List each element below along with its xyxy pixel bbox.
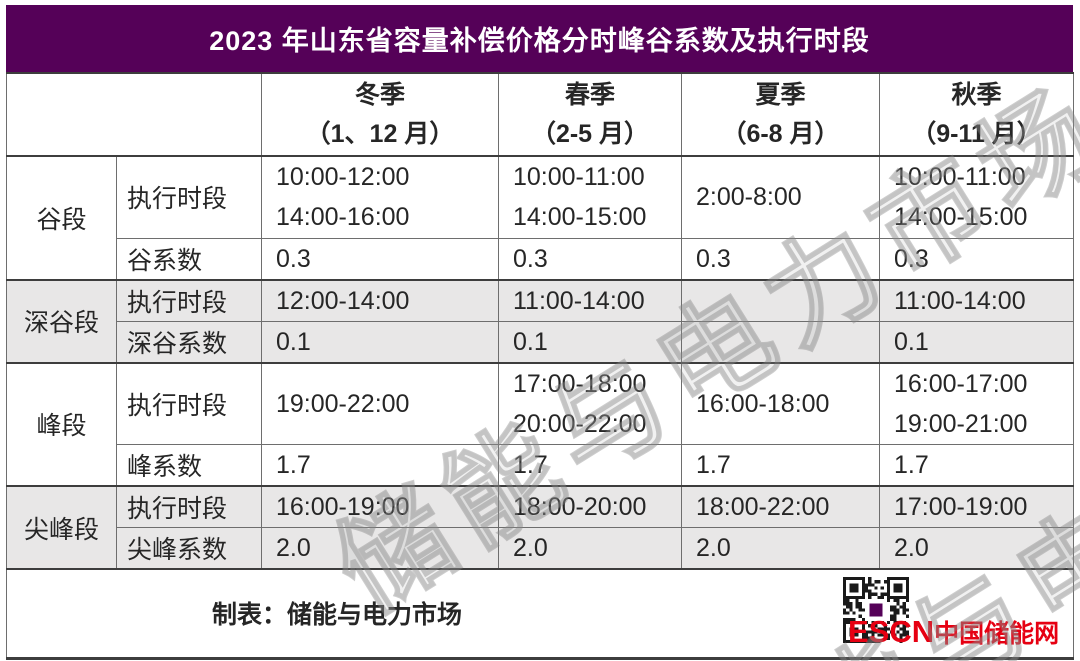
row-label-cell: 执行时段 xyxy=(116,155,262,239)
value-cell: 2:00-8:00 xyxy=(681,155,880,239)
value-cell: 12:00-14:00 xyxy=(261,278,499,322)
value-cell: 10:00-11:00 14:00-15:00 xyxy=(498,155,682,239)
escn-logo: ESCN中国储能网 xyxy=(843,575,1059,651)
page-title: 2023 年山东省容量补偿价格分时峰谷系数及执行时段 xyxy=(209,26,870,56)
group-label-cell: 尖峰段 xyxy=(6,485,117,570)
value-cell: 16:00-19:00 xyxy=(261,485,499,528)
value-cell: 1.7 xyxy=(498,444,682,487)
credit-text: 制表：储能与电力市场 xyxy=(212,601,463,630)
value-cell: 1.7 xyxy=(261,444,499,487)
value-cell: 0.3 xyxy=(498,237,682,280)
season-header-cell: 春季 （2-5 月） xyxy=(498,72,682,157)
value-cell xyxy=(681,320,880,363)
group-label-cell: 谷段 xyxy=(6,155,117,280)
value-cell: 0.1 xyxy=(261,320,499,363)
row-label-cell: 峰系数 xyxy=(116,444,262,487)
value-cell: 2.0 xyxy=(498,527,682,570)
tou-table: 冬季 （1、12 月） 春季 （2-5 月） 夏季 （6-8 月） 秋季 （9-11 月） 谷… xyxy=(6,72,1074,660)
value-cell: 0.1 xyxy=(879,320,1074,363)
row-label-cell: 执行时段 xyxy=(116,485,262,528)
row-label-cell: 执行时段 xyxy=(116,278,262,322)
season-header-cell: 秋季 （9-11 月） xyxy=(879,72,1074,157)
value-cell: 16:00-17:00 19:00-21:00 xyxy=(879,361,1074,445)
season-header-cell: 冬季 （1、12 月） xyxy=(261,72,499,157)
value-cell: 18:00-20:00 xyxy=(498,485,682,528)
title-bar: 2023 年山东省容量补偿价格分时峰谷系数及执行时段 xyxy=(6,5,1073,72)
value-cell: 2.0 xyxy=(681,527,880,570)
season-header-cell: 夏季 （6-8 月） xyxy=(681,72,880,157)
value-cell: 19:00-22:00 xyxy=(261,361,499,445)
value-cell: 16:00-18:00 xyxy=(681,361,880,445)
footer-row: 制表：储能与电力市场 ESCN中国储能网 xyxy=(6,568,1074,658)
qr-code-icon xyxy=(843,577,909,644)
escn-latin-text: ESCN xyxy=(848,614,935,650)
value-cell: 11:00-14:00 xyxy=(498,278,682,322)
value-cell: 2.0 xyxy=(879,527,1074,570)
escn-logo-text: ESCN中国储能网 xyxy=(848,614,1059,650)
footer-cell: 制表：储能与电力市场 ESCN中国储能网 xyxy=(6,568,1074,658)
value-cell: 18:00-22:00 xyxy=(681,485,880,528)
value-cell: 17:00-19:00 xyxy=(879,485,1074,528)
group-label-cell: 峰段 xyxy=(6,361,117,487)
header-corner-cell xyxy=(6,72,262,157)
value-cell: 2.0 xyxy=(261,527,499,570)
value-cell: 17:00-18:00 20:00-22:00 xyxy=(498,361,682,445)
value-cell: 0.3 xyxy=(879,237,1074,280)
value-cell xyxy=(681,278,880,322)
row-label-cell: 深谷系数 xyxy=(116,320,262,363)
value-cell: 11:00-14:00 xyxy=(879,278,1074,322)
row-label-cell: 谷系数 xyxy=(116,237,262,280)
value-cell: 1.7 xyxy=(879,444,1074,487)
value-cell: 10:00-12:00 14:00-16:00 xyxy=(261,155,499,239)
escn-cn-text: 中国储能网 xyxy=(934,620,1060,649)
row-label-cell: 执行时段 xyxy=(116,361,262,445)
row-label-cell: 尖峰系数 xyxy=(116,527,262,570)
value-cell: 0.3 xyxy=(681,237,880,280)
group-label-cell: 深谷段 xyxy=(6,278,117,363)
value-cell: 0.1 xyxy=(498,320,682,363)
value-cell: 1.7 xyxy=(681,444,880,487)
value-cell: 0.3 xyxy=(261,237,499,280)
season-header-row: 冬季 （1、12 月） 春季 （2-5 月） 夏季 （6-8 月） 秋季 （9-11 月） xyxy=(6,72,1074,157)
value-cell: 10:00-11:00 14:00-15:00 xyxy=(879,155,1074,239)
